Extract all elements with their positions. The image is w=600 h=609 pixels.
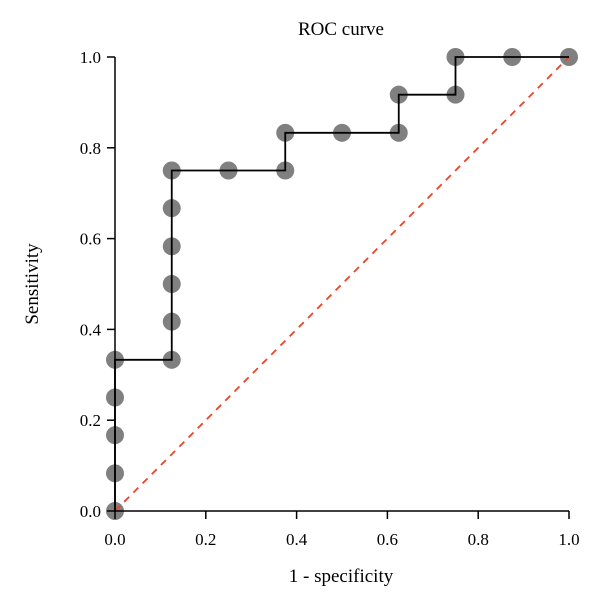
y-tick-label: 0.2 [80,411,101,430]
chart-title: ROC curve [298,19,384,40]
x-tick-label: 0.0 [104,530,125,549]
y-tick-label: 0.8 [80,139,101,158]
y-axis-label: Sensitivity [22,243,43,325]
x-tick-label: 0.8 [468,530,489,549]
x-tick-label: 0.4 [286,530,308,549]
x-tick-label: 1.0 [558,530,579,549]
y-tick-label: 0.0 [80,502,101,521]
plot-area [106,48,578,520]
y-tick-label: 1.0 [80,48,101,67]
y-tick-label: 0.4 [80,320,102,339]
y-tick-label: 0.6 [80,230,101,249]
x-tick-label: 0.6 [377,530,398,549]
reference-diagonal-line [114,56,570,512]
x-axis-label: 1 - specificity [289,566,394,587]
y-axis-ticks: 0.0 0.2 0.4 0.6 0.8 1.0 [80,48,115,521]
x-axis-ticks: 0.0 0.2 0.4 0.6 0.8 1.0 [104,511,580,549]
roc-step-line [114,56,569,511]
x-tick-label: 0.2 [195,530,216,549]
